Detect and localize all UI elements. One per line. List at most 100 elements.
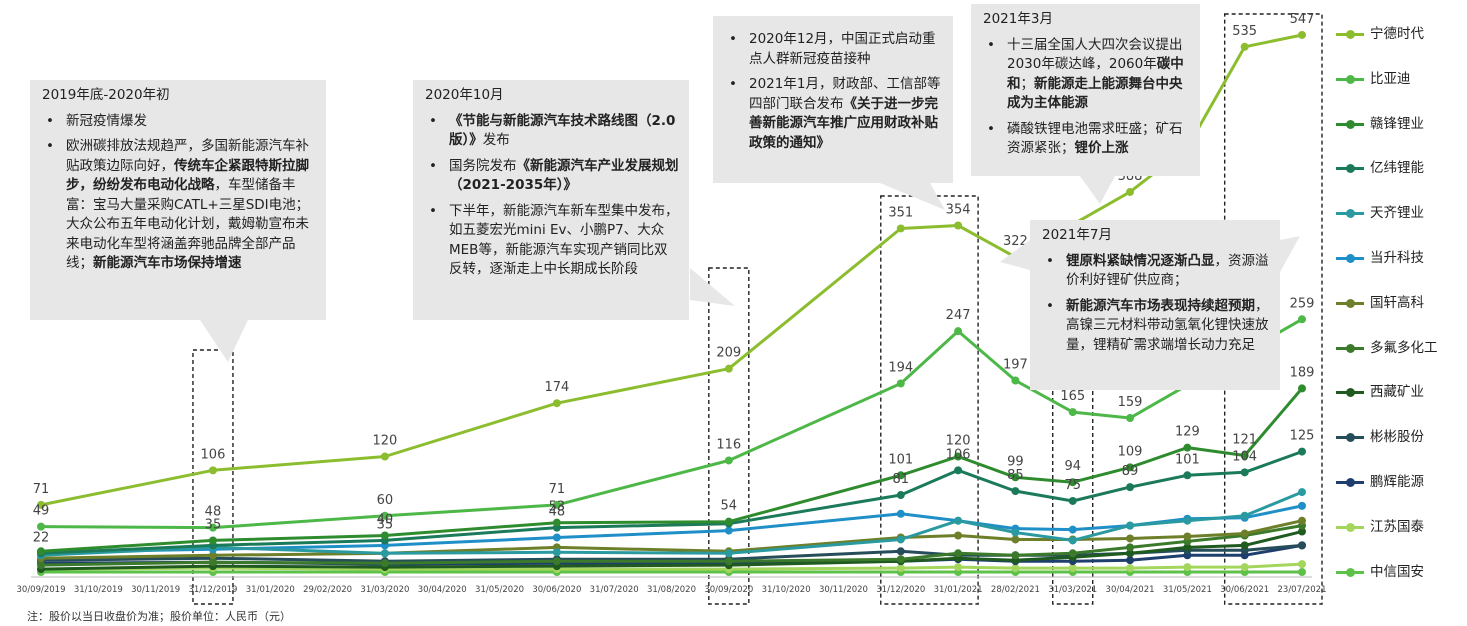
data-label: 106 [946,447,971,462]
data-point [1240,563,1249,572]
annotation-bullet: 2021年1月，财政部、工信部等四部门联合发布《关于进一步完善新能源汽车推广应用… [725,75,943,153]
data-point [1011,551,1020,560]
data-point [1126,534,1135,543]
highlight-frame [708,267,750,605]
data-label: 120 [372,434,397,449]
x-tick-label: 31/01/2021 [934,585,983,595]
callout-pointer [690,268,735,306]
data-point [208,466,217,475]
legend-swatch-dot [1346,522,1355,532]
annotation-bullet: 欧洲碳排放法规趋严，多国新能源汽车补贴政策边际向好，传统车企紧跟特斯拉脚步，纷纷… [42,137,316,274]
legend-swatch-dot [1346,30,1355,39]
data-point [1183,532,1192,541]
data-label: 194 [888,360,913,375]
data-point [1240,451,1249,460]
data-point [208,536,217,545]
data-point [552,500,561,509]
data-label: 40 [377,513,394,528]
data-point [1126,414,1135,423]
data-labels: 7110612017420935135432238843353554749486… [33,12,1315,545]
data-label: 174 [544,380,569,395]
x-tick-label: 31/10/2019 [74,585,123,595]
x-tick-label: 30/06/2021 [1220,585,1269,595]
data-point [1298,560,1306,569]
legend-label: 鹏辉能源 [1370,474,1424,490]
x-tick-label: 30/04/2020 [418,585,467,595]
annotation-title: 2021年3月 [983,11,1053,27]
annotation-2021-jul: 2021年7月 锂原料紧缺情况逐渐凸显，资源溢价利好锂矿供应商； 新能源汽车市场… [1030,220,1280,390]
callout-pointer [880,183,945,210]
footnote: 注：股价以当日收盘价为准；股价单位：人民币（元） [27,610,291,623]
data-label: 189 [1290,365,1315,380]
data-point [1068,408,1077,417]
data-point [37,561,45,570]
data-point [896,379,905,388]
data-point [954,466,963,475]
data-point [1126,463,1135,472]
legend-label: 国轩高科 [1370,294,1424,311]
data-label: 101 [888,452,913,467]
data-point [1011,528,1020,537]
data-label: 35 [377,517,394,532]
annotation-bullet: 2020年12月，中国正式启动重点人群新冠疫苗接种 [725,30,943,69]
data-point [896,555,905,564]
data-point [896,535,905,544]
data-label: 197 [1003,358,1028,373]
x-tick-label: 31/03/2021 [1048,585,1097,595]
data-point [380,549,389,558]
annotation-bullet: 锂原料紧缺情况逐渐凸显，资源溢价利好锂矿供应商； [1042,252,1270,291]
legend-swatch-dot [1346,74,1355,84]
data-point [1068,496,1077,505]
data-label: 53 [549,500,566,515]
data-point [896,224,905,233]
data-label: 165 [1060,389,1085,404]
data-point [552,533,561,542]
data-label: 322 [1003,234,1028,249]
annotation-2020-oct: 2020年10月 《节能与新能源汽车技术路线图（2.0版）》发布 国务院发布《新… [413,80,689,320]
x-tick-label: 31/05/2021 [1163,585,1212,595]
data-point [1068,549,1077,558]
data-point [1298,568,1306,577]
legend-label: 当升科技 [1370,250,1424,266]
data-point [896,564,905,573]
data-point [208,558,217,567]
data-label: 125 [1290,429,1315,444]
data-point [1298,527,1306,536]
x-tick-label: 30/04/2021 [1106,585,1155,595]
data-label: 109 [1118,444,1143,459]
annotation-2019-end: 2019年底-2020年初 新冠疫情爆发 欧洲碳排放法规趋严，多国新能源汽车补贴… [30,80,326,320]
data-label: 121 [1232,433,1257,448]
legend-swatch-dot [1346,388,1355,398]
data-label: 351 [888,205,913,220]
data-point [1298,488,1306,497]
data-point [380,559,389,568]
data-point [1240,468,1249,477]
data-point [724,364,733,373]
x-tick-label: 28/02/2021 [991,585,1040,595]
data-point [1126,549,1135,558]
data-point [1068,525,1077,534]
callout-pointer [200,320,248,362]
callout-pointer [1080,176,1115,204]
x-tick-label: 31/07/2020 [590,585,639,595]
data-label: 75 [1064,478,1081,493]
annotation-title: 2020年10月 [425,87,504,103]
data-label: 85 [1007,468,1024,483]
x-axis: 30/09/2019 31/10/2019 30/11/2019 31/12/2019… [17,576,1327,595]
data-point [1240,511,1249,520]
data-point [1011,535,1020,544]
data-point [1183,516,1192,525]
data-point [954,531,963,540]
x-tick-label: 23/07/2021 [1278,585,1327,595]
data-point [1126,187,1135,196]
legend-swatch-dot [1346,433,1355,443]
data-point [724,456,733,465]
data-point [896,547,905,556]
legend-label: 彬彬股份 [1370,429,1424,446]
x-tick-label: 31/12/2020 [876,585,925,595]
data-point [1240,541,1249,550]
data-label: 106 [201,447,226,462]
data-label: 35 [205,517,222,532]
data-label: 60 [377,493,394,508]
